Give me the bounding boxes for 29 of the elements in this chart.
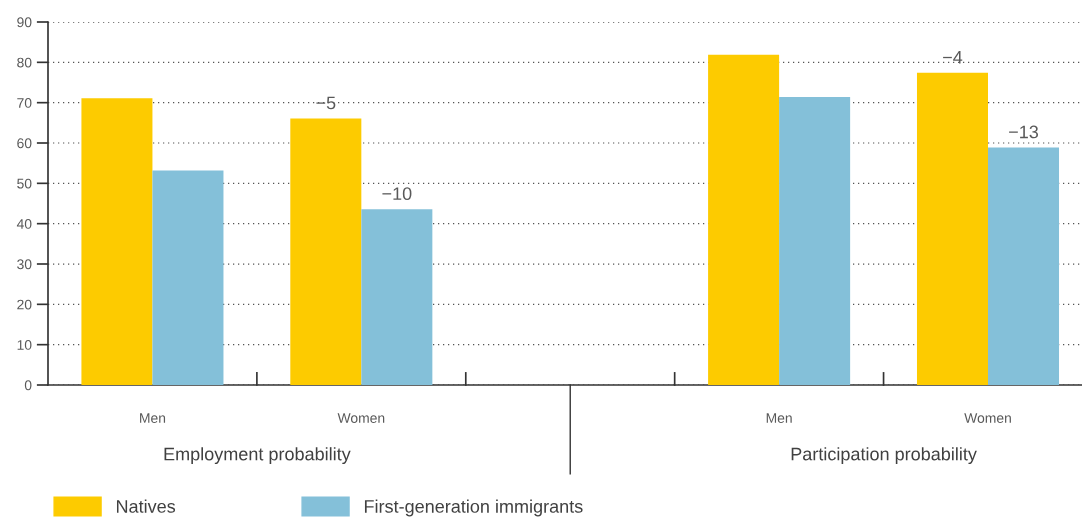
- bar: [708, 54, 780, 385]
- bar: [916, 72, 988, 385]
- y-tick-label: 10: [17, 340, 32, 350]
- x-tick-label: Men: [140, 413, 166, 423]
- y-tick-label: 40: [16, 219, 32, 229]
- y-tick-label: 20: [17, 299, 32, 310]
- bar: [152, 170, 224, 385]
- bar: [81, 98, 153, 385]
- y-tick-label: 70: [17, 98, 32, 108]
- bar: [988, 147, 1060, 385]
- text: Employment probability: [164, 447, 351, 464]
- bar: [779, 97, 851, 385]
- y-tick-label: 60: [17, 138, 32, 149]
- y-tick-label: 90: [17, 17, 32, 28]
- x-tick-label: Men: [766, 413, 792, 423]
- annotation: −4: [943, 51, 963, 64]
- bar: [361, 209, 433, 385]
- y-tick-label: 30: [17, 259, 32, 270]
- x-tick-label: Women: [337, 413, 385, 423]
- legend-label: First-generation immigrants: [364, 499, 583, 517]
- legend-label: Natives: [116, 499, 176, 513]
- bar: [290, 118, 362, 385]
- y-tick-label: 0: [24, 380, 32, 391]
- annotation: −10: [382, 187, 412, 201]
- text: Participation probability: [791, 447, 977, 464]
- y-tick-label: 50: [17, 178, 32, 189]
- y-tick-label: 80: [17, 57, 32, 68]
- annotation: −13: [1009, 125, 1039, 139]
- x-tick-label: Women: [964, 413, 1011, 423]
